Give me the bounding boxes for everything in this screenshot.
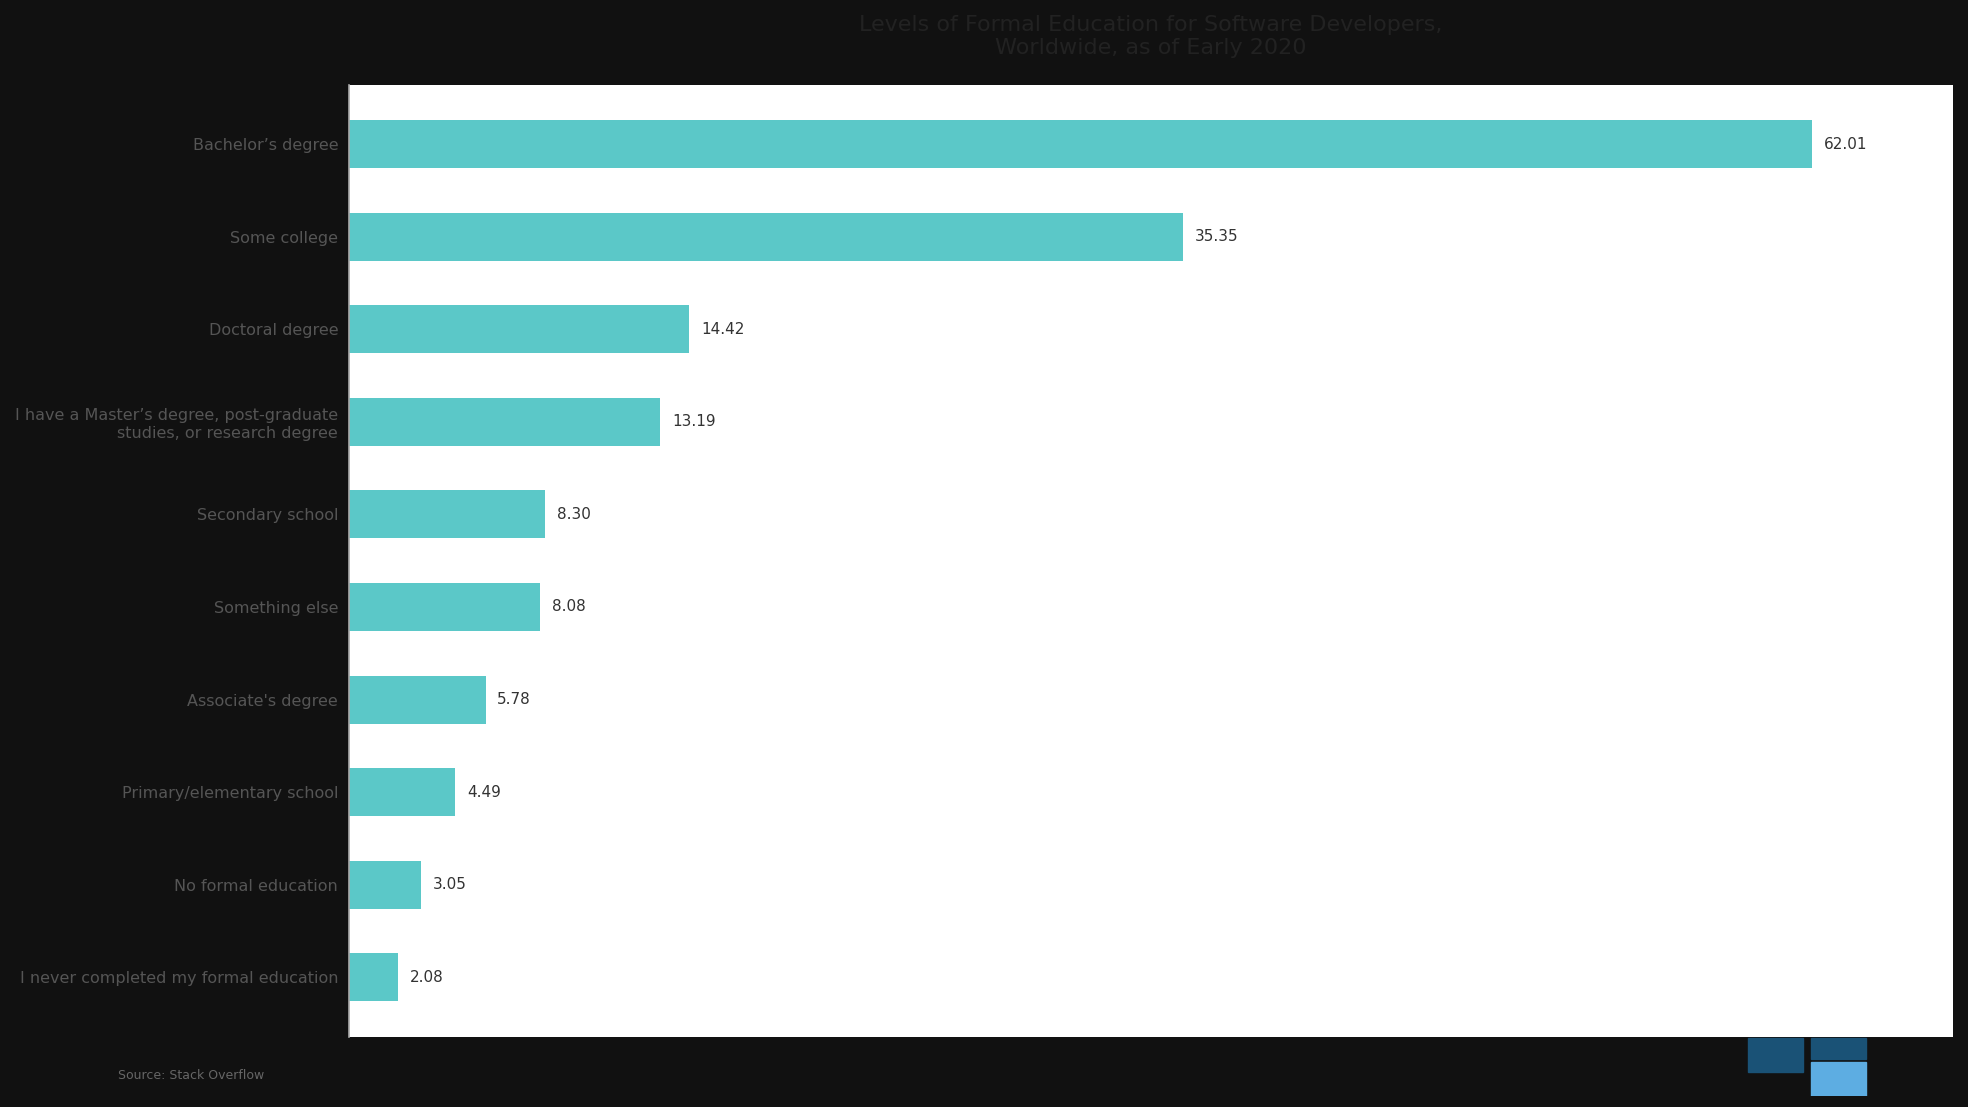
Bar <box>348 583 539 631</box>
Bar <box>348 120 1813 168</box>
Text: 13.19: 13.19 <box>673 414 716 430</box>
FancyBboxPatch shape <box>1748 1038 1803 1072</box>
Bar <box>348 306 689 353</box>
Bar <box>348 860 421 909</box>
Text: 3.05: 3.05 <box>433 877 466 892</box>
Text: 62.01: 62.01 <box>1824 136 1868 152</box>
Text: 2.08: 2.08 <box>409 970 445 985</box>
FancyBboxPatch shape <box>1811 1038 1866 1059</box>
Text: 14.42: 14.42 <box>701 322 744 337</box>
Bar <box>348 675 486 724</box>
Bar <box>348 397 661 446</box>
Text: 5.78: 5.78 <box>498 692 531 707</box>
FancyBboxPatch shape <box>1811 1063 1866 1096</box>
Bar <box>348 213 1183 261</box>
Text: Source: Stack Overflow: Source: Stack Overflow <box>118 1069 264 1083</box>
Text: 8.30: 8.30 <box>557 507 590 521</box>
Text: 35.35: 35.35 <box>1195 229 1238 245</box>
Title: Levels of Formal Education for Software Developers,
Worldwide, as of Early 2020: Levels of Formal Education for Software … <box>860 15 1443 59</box>
Bar <box>348 490 545 538</box>
Bar <box>348 768 455 816</box>
Text: 4.49: 4.49 <box>466 785 500 799</box>
Text: 8.08: 8.08 <box>551 600 584 614</box>
Bar <box>348 953 398 1002</box>
